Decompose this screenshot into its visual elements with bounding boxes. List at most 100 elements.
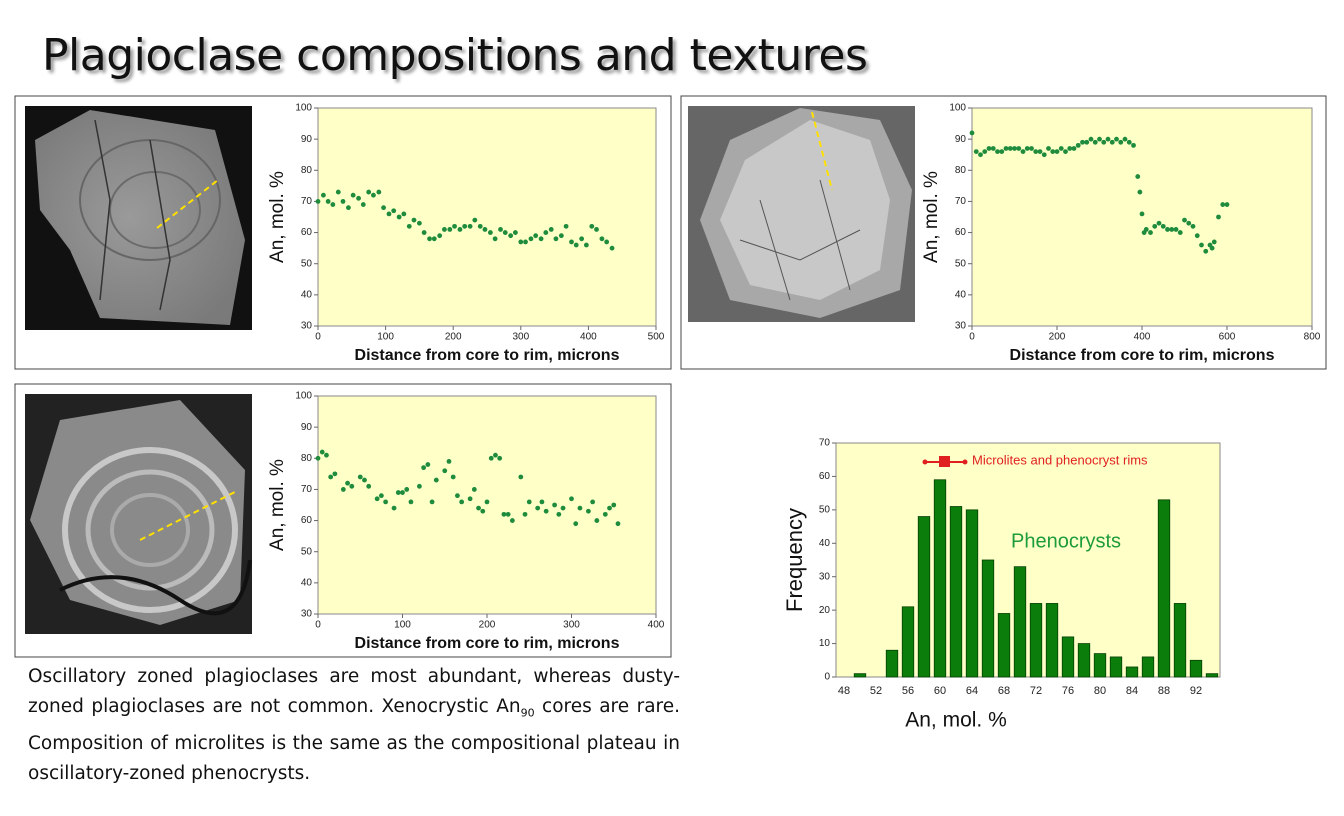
x-tick-label: 0 <box>969 332 975 343</box>
data-point <box>487 230 493 235</box>
data-point <box>472 217 478 223</box>
data-point <box>1169 227 1175 232</box>
data-point <box>408 499 414 505</box>
data-point <box>594 227 599 232</box>
data-point <box>1080 139 1085 145</box>
data-point <box>350 192 356 198</box>
annotation: Phenocrysts <box>1011 530 1121 552</box>
data-point <box>1092 139 1098 145</box>
data-point <box>406 223 412 229</box>
y-tick-label: 70 <box>301 484 313 495</box>
y-tick-label: 100 <box>295 103 312 114</box>
data-point <box>400 490 405 495</box>
data-point <box>1033 149 1039 155</box>
x-tick-label: 300 <box>563 620 580 631</box>
y-tick-label: 50 <box>819 504 831 515</box>
data-point <box>498 227 503 232</box>
data-point <box>501 511 507 517</box>
data-point <box>995 149 1000 155</box>
x-axis-label: Distance from core to rim, microns <box>355 635 620 652</box>
bar <box>997 613 1011 678</box>
data-point <box>319 449 325 455</box>
data-point <box>969 130 975 136</box>
data-point <box>1071 146 1077 151</box>
bar <box>1173 603 1187 678</box>
data-point <box>401 211 407 217</box>
data-point <box>328 474 334 480</box>
data-point <box>315 199 321 204</box>
data-point <box>1148 230 1153 235</box>
data-point <box>589 223 595 229</box>
y-axis-label: Frequency <box>782 508 807 612</box>
caption-subscript: 90 <box>520 706 535 720</box>
y-tick-label: 60 <box>301 515 313 526</box>
bar <box>917 516 931 678</box>
annotation: Microlites and phenocryst rims <box>972 452 1148 467</box>
data-point <box>602 511 608 517</box>
data-point <box>1122 136 1128 142</box>
data-point <box>417 483 422 489</box>
data-point <box>609 245 615 251</box>
data-point <box>431 236 437 242</box>
y-axis-label: An, mol. % <box>267 459 288 551</box>
data-point <box>467 496 473 502</box>
data-point <box>535 505 541 511</box>
photo <box>25 394 252 634</box>
x-tick-label: 52 <box>870 685 882 697</box>
data-point <box>480 508 486 514</box>
bar <box>1205 673 1219 678</box>
data-point <box>512 230 518 235</box>
x-tick-label: 56 <box>902 685 914 697</box>
bar <box>981 559 995 678</box>
data-point <box>533 233 539 239</box>
y-tick-label: 30 <box>955 321 967 332</box>
x-tick-label: 64 <box>966 685 978 697</box>
data-point <box>1139 211 1145 217</box>
x-axis-label: Distance from core to rim, microns <box>1010 347 1275 364</box>
x-tick-label: 200 <box>445 332 462 343</box>
x-tick-label: 200 <box>1049 332 1066 343</box>
data-point <box>508 233 514 239</box>
data-point <box>1220 202 1226 207</box>
data-point <box>467 223 473 229</box>
data-point <box>447 227 453 232</box>
y-tick-label: 90 <box>301 134 313 145</box>
data-point <box>569 239 574 245</box>
data-point <box>538 236 544 242</box>
x-tick-label: 100 <box>377 332 394 343</box>
bar <box>1109 656 1123 678</box>
data-point <box>569 496 574 502</box>
data-point <box>476 505 481 511</box>
y-tick-label: 40 <box>301 289 313 300</box>
data-point <box>396 214 402 220</box>
data-point <box>493 452 498 458</box>
data-point <box>360 202 366 207</box>
data-point <box>1012 146 1017 151</box>
x-tick-label: 400 <box>648 620 665 631</box>
data-point <box>1109 139 1115 145</box>
data-point <box>459 499 465 505</box>
bar <box>1013 566 1027 678</box>
data-point <box>325 199 331 204</box>
data-point <box>973 149 979 155</box>
data-point <box>1186 220 1192 226</box>
data-point <box>586 508 591 514</box>
data-point <box>411 217 417 223</box>
data-point <box>450 474 456 480</box>
data-point <box>607 505 612 511</box>
data-point <box>1160 223 1166 229</box>
data-point <box>1063 149 1068 155</box>
data-point <box>1194 233 1200 239</box>
data-point <box>1041 152 1047 158</box>
data-point <box>356 195 361 201</box>
data-point <box>371 192 376 198</box>
data-point <box>999 149 1005 155</box>
bar <box>901 606 915 678</box>
data-point <box>1016 146 1022 151</box>
data-point <box>425 462 431 467</box>
y-tick-label: 60 <box>819 471 831 482</box>
data-point <box>509 518 515 523</box>
data-point <box>366 483 372 489</box>
data-point <box>604 239 610 245</box>
data-point <box>1088 136 1094 142</box>
